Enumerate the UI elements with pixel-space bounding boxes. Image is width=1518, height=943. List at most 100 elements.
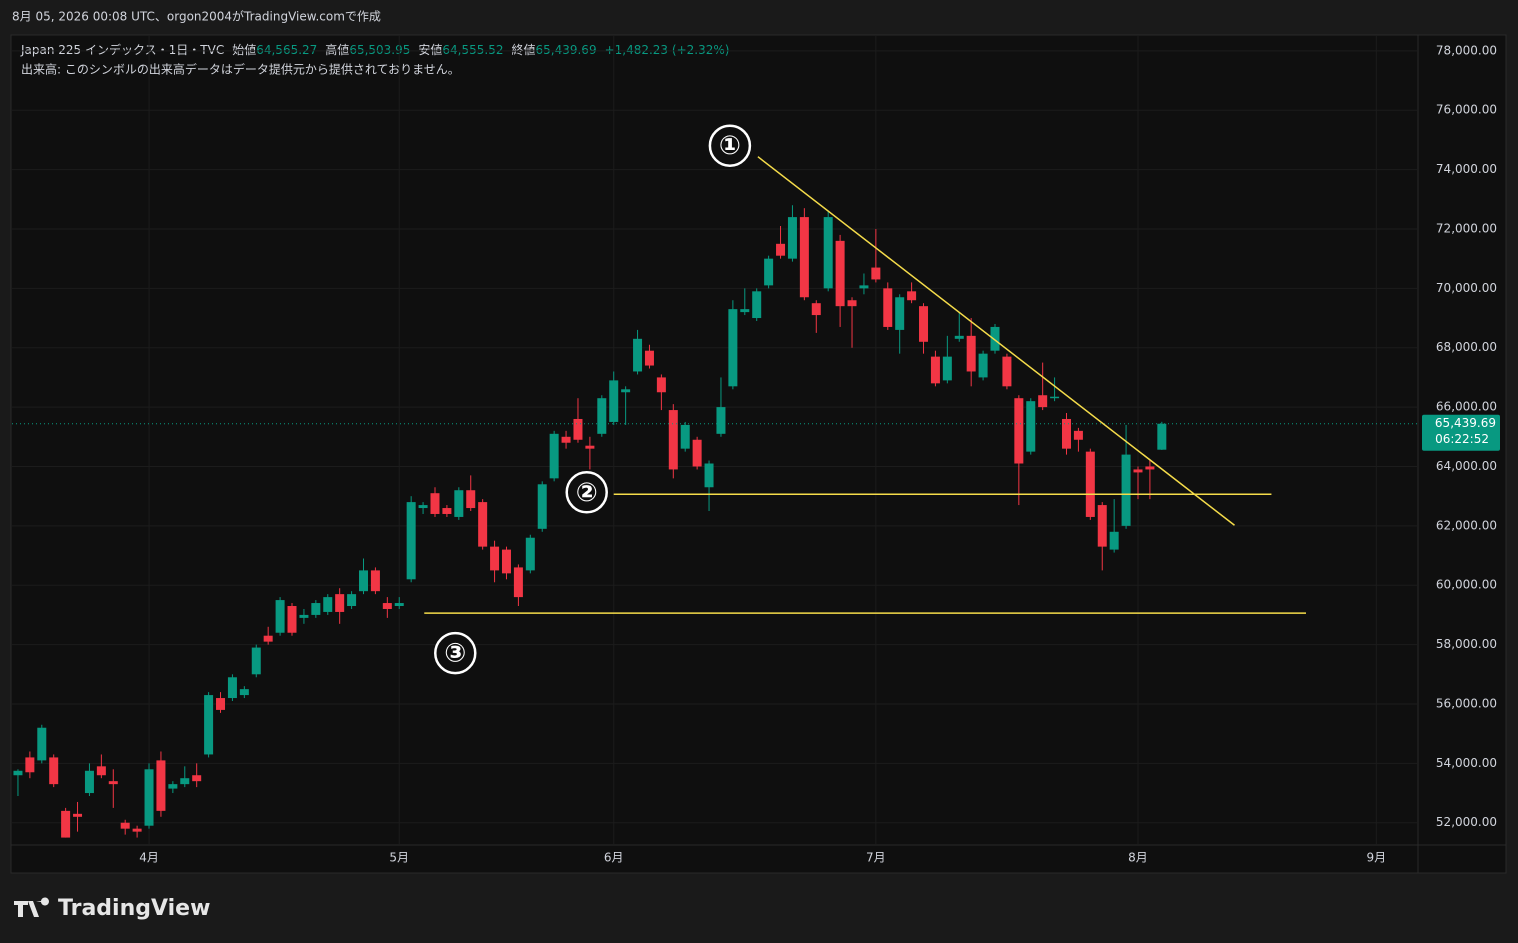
- candle-body: [394, 603, 404, 607]
- candle-body: [1002, 356, 1012, 387]
- y-tick-label: 72,000.00: [1436, 221, 1497, 235]
- candle-body: [144, 769, 154, 826]
- candle-body: [954, 335, 964, 339]
- y-tick-label: 76,000.00: [1436, 103, 1497, 117]
- candle-body: [585, 445, 595, 449]
- candle-body: [323, 597, 333, 612]
- candle-body: [704, 463, 714, 488]
- candle-body: [1050, 396, 1060, 399]
- candle-body: [1073, 430, 1083, 440]
- candle-body: [430, 493, 440, 514]
- candle-body: [299, 614, 309, 618]
- candle-body: [382, 603, 392, 609]
- caption: 8月 05, 2026 00:08 UTC、orgon2004がTradingV…: [12, 9, 381, 24]
- legend-change: +1,482.23 (+2.32%): [605, 43, 730, 57]
- legend-low-label: 安値: [418, 42, 442, 57]
- candle-body: [132, 828, 142, 832]
- candle-body: [728, 309, 738, 387]
- legend-open-label: 始値: [232, 42, 256, 57]
- candle-body: [61, 810, 71, 838]
- candle-body: [871, 267, 881, 280]
- annotation-label: ①: [719, 131, 741, 161]
- last-price-label: 65,439.69: [1435, 416, 1496, 430]
- candle-body: [787, 217, 797, 259]
- candle-body: [120, 822, 130, 829]
- y-tick-label: 74,000.00: [1436, 162, 1497, 176]
- candle-body: [25, 757, 35, 773]
- candle-body: [204, 695, 214, 755]
- candle-body: [776, 243, 786, 256]
- legend-symbol: Japan 225 インデックス・1日・TVC: [20, 42, 224, 57]
- countdown: 06:22:52: [1435, 432, 1489, 446]
- legend-high-label: 高値: [325, 42, 349, 57]
- candle-body: [823, 217, 833, 289]
- candle-body: [1145, 466, 1155, 470]
- candle-body: [668, 410, 678, 470]
- last-price-box: [1422, 414, 1500, 451]
- candle-body: [966, 335, 976, 372]
- annotation-line: [757, 156, 1235, 526]
- candle-body: [156, 760, 166, 811]
- x-tick-label: 7月: [866, 851, 886, 865]
- candle-body: [811, 303, 821, 316]
- candle-body: [990, 326, 1000, 351]
- y-tick-label: 52,000.00: [1436, 815, 1497, 829]
- candle-body: [597, 398, 607, 434]
- legend-high: 65,503.95: [349, 43, 410, 57]
- candle-body: [907, 291, 917, 301]
- candle-body: [478, 502, 488, 547]
- candle-body: [84, 770, 94, 794]
- logo-mark: [14, 897, 49, 917]
- candle-body: [1157, 423, 1167, 450]
- x-tick-label: 5月: [389, 851, 409, 865]
- candle-body: [1109, 531, 1119, 550]
- candle-body: [978, 353, 988, 378]
- candle-body: [466, 490, 476, 509]
- y-tick-label: 64,000.00: [1436, 459, 1497, 473]
- candle-body: [1062, 418, 1071, 449]
- legend: Japan 225 インデックス・1日・TVC 始値64,565.27 高値65,5…: [20, 42, 729, 57]
- candle-body: [537, 484, 547, 529]
- candle-body: [239, 689, 249, 696]
- candle-body: [347, 594, 357, 607]
- candle-body: [621, 389, 631, 393]
- annotation-badge: [565, 471, 608, 514]
- candle-body: [501, 549, 511, 574]
- annotation-label: ③: [444, 639, 466, 669]
- candle-body: [561, 436, 571, 443]
- y-tick-label: 56,000.00: [1436, 696, 1497, 710]
- annotation-badge: [434, 631, 477, 675]
- plot: 52,000.00 54,000.00 56,000.00 58,000.00 60,0…: [12, 36, 1500, 865]
- candle-body: [573, 418, 583, 440]
- candle-body: [633, 338, 643, 372]
- y-tick-label: 54,000.00: [1436, 756, 1497, 770]
- candle-body: [895, 297, 905, 330]
- candle-body: [490, 546, 500, 571]
- x-tick-label: 6月: [604, 851, 624, 865]
- candle-body: [740, 309, 750, 313]
- logo-text: TradingView: [58, 896, 210, 921]
- candle-body: [847, 300, 857, 307]
- candle-body: [859, 285, 869, 289]
- candle-body: [752, 291, 762, 319]
- candle-body: [442, 508, 452, 514]
- candle-body: [764, 258, 774, 286]
- y-tick-label: 58,000.00: [1436, 637, 1497, 651]
- candle-body: [549, 433, 559, 479]
- chart-pane: [10, 34, 1507, 874]
- candle-body: [275, 600, 285, 633]
- legend-open: 64,565.27: [256, 43, 317, 57]
- candle-body: [406, 502, 416, 580]
- candle-body: [108, 781, 118, 785]
- y-tick-label: 62,000.00: [1436, 518, 1497, 532]
- candle-body: [716, 407, 726, 434]
- candle-body: [930, 356, 940, 384]
- candle-body: [454, 490, 464, 517]
- candle-body: [609, 380, 619, 422]
- candle-body: [192, 775, 202, 782]
- annotation-badge: [708, 124, 752, 167]
- candle-body: [180, 778, 190, 785]
- y-tick-label: 68,000.00: [1436, 340, 1497, 354]
- candle-body: [835, 240, 845, 307]
